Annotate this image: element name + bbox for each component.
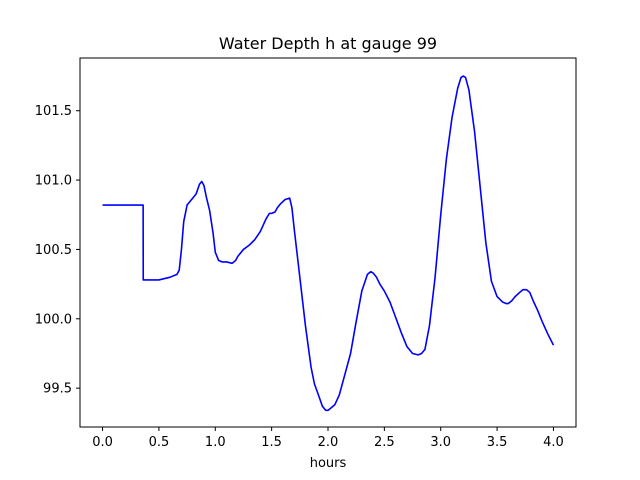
x-tick-label: 1.0 (205, 435, 226, 450)
x-axis-label: hours (310, 456, 347, 471)
x-tick-label: 0.5 (149, 435, 170, 450)
plot-frame (79, 57, 577, 428)
chart-title: Water Depth h at gauge 99 (219, 34, 437, 53)
y-tick-label: 100.0 (35, 312, 72, 327)
x-tick-label: 4.0 (543, 435, 564, 450)
x-tick-label: 2.0 (318, 435, 339, 450)
plot-background (80, 58, 576, 427)
y-tick-label: 101.0 (35, 174, 72, 189)
y-tick-label: 100.5 (35, 243, 72, 258)
x-tick-label: 0.0 (92, 435, 113, 450)
ticks: 0.0 0.5 1.0 1.5 2.0 2.5 3.0 3.5 4.0 99.5 100.0 100.… (35, 104, 564, 450)
y-tick-label: 101.5 (35, 104, 72, 119)
x-tick-label: 2.5 (374, 435, 395, 450)
x-tick-label: 1.5 (261, 435, 282, 450)
y-tick-label: 99.5 (43, 382, 72, 397)
x-tick-label: 3.5 (487, 435, 508, 450)
series-line (102, 75, 555, 412)
x-tick-label: 3.0 (430, 435, 451, 450)
